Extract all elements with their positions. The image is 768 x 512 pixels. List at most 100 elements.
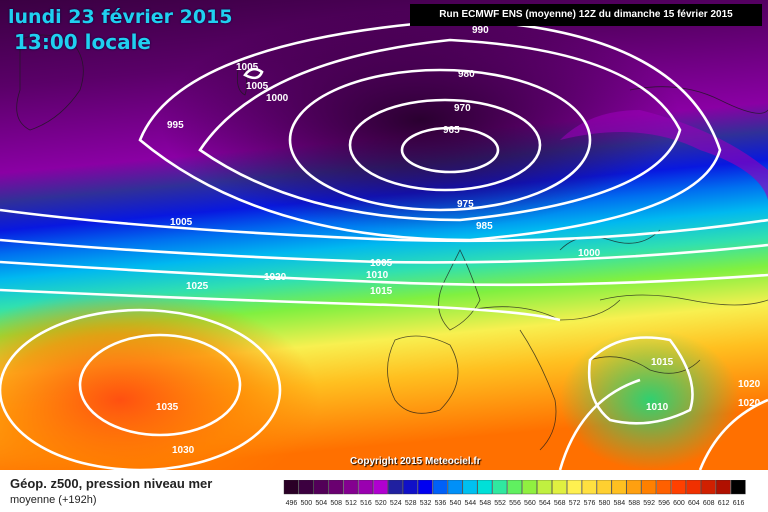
isobar-label: 1020 <box>264 272 287 283</box>
legend-swatch <box>328 480 344 495</box>
legend-swatch <box>507 480 523 495</box>
legend-tick-label: 608 <box>703 500 715 507</box>
legend-tick-label: 512 <box>345 500 357 507</box>
isobar-label: 985 <box>476 221 493 232</box>
legend-swatch <box>298 480 314 495</box>
isobar-label: 1010 <box>646 402 669 413</box>
legend-swatch <box>373 480 388 495</box>
isobar-label: 1005 <box>370 258 393 269</box>
legend-tick-label: 528 <box>405 500 417 507</box>
legend-tick-label: 552 <box>494 500 506 507</box>
legend-tick-label: 600 <box>673 500 685 507</box>
legend-tick-label: 508 <box>330 500 342 507</box>
legend-tick-label: 548 <box>479 500 491 507</box>
isobar-label: 1010 <box>366 270 389 281</box>
legend-tick-label: 616 <box>733 500 745 507</box>
legend-swatch <box>447 480 463 495</box>
legend-swatch <box>283 480 299 495</box>
isobar-label: 1015 <box>651 357 674 368</box>
legend-swatch <box>641 480 657 495</box>
legend-tick-label: 504 <box>315 500 327 507</box>
isobar-label: 1025 <box>186 281 209 292</box>
legend-tick-label: 568 <box>554 500 566 507</box>
isobars <box>0 18 768 470</box>
forecast-date: lundi 23 février 2015 <box>8 6 233 28</box>
legend-tick-label: 496 <box>286 500 298 507</box>
eastern-shading <box>560 330 740 470</box>
legend-swatch <box>730 480 746 495</box>
legend-tick-label: 576 <box>584 500 596 507</box>
low-pressure-core-shading <box>160 10 680 230</box>
legend-tick-label: 524 <box>390 500 402 507</box>
isobar-label: 975 <box>457 199 474 210</box>
map-footer: Géop. z500, pression niveau mer moyenne … <box>0 470 768 512</box>
isobar-label: 970 <box>454 103 471 114</box>
legend-tick-label: 556 <box>509 500 521 507</box>
legend-tick-label: 532 <box>420 500 432 507</box>
legend-tick-label: 520 <box>375 500 387 507</box>
legend-tick-label: 540 <box>450 500 462 507</box>
legend-tick-label: 584 <box>613 500 625 507</box>
legend-tick-label: 516 <box>360 500 372 507</box>
product-subtitle: moyenne (+192h) <box>10 494 97 506</box>
color-scale-legend: 496 500 504 508 512 516 520 524 528 532 536 540 544 5… <box>283 480 746 507</box>
legend-tick-label: 592 <box>643 500 655 507</box>
legend-swatch <box>313 480 329 495</box>
legend-tick-label: 560 <box>524 500 536 507</box>
legend-swatch <box>477 480 493 495</box>
legend-swatch <box>656 480 672 495</box>
isobar-label: 1015 <box>370 286 393 297</box>
coastlines <box>16 34 768 451</box>
legend-swatch <box>432 480 448 495</box>
isobar-label: 1020 <box>738 379 761 390</box>
legend-swatch <box>626 480 642 495</box>
pressure-map: 990 1005 1005 1000 980 970 965 995 975 9… <box>0 0 768 470</box>
legend-swatch <box>522 480 537 495</box>
legend-swatch <box>388 480 403 495</box>
legend-swatch <box>552 480 567 495</box>
legend-swatch <box>403 480 418 495</box>
legend-swatch <box>581 480 597 495</box>
isobar-label: 1005 <box>236 62 259 73</box>
legend-swatch <box>701 480 716 495</box>
legend-tick-label: 544 <box>464 500 476 507</box>
isobar-label: 1005 <box>170 217 193 228</box>
isobar-labels: 990 1005 1005 1000 980 970 965 995 975 9… <box>156 25 761 456</box>
legend-tick-label: 588 <box>628 500 640 507</box>
legend-tick-label: 596 <box>658 500 670 507</box>
isobar-label: 995 <box>167 120 184 131</box>
legend-tick-label: 536 <box>435 500 447 507</box>
legend-swatch <box>537 480 552 495</box>
legend-swatch <box>671 480 686 495</box>
isobar-label: 1020 <box>738 398 761 409</box>
legend-swatch <box>358 480 374 495</box>
isobar-label: 965 <box>443 125 460 136</box>
legend-tick-label: 564 <box>539 500 551 507</box>
copyright-text: Copyright 2015 Meteociel.fr <box>350 456 481 467</box>
model-run-banner: Run ECMWF ENS (moyenne) 12Z du dimanche … <box>410 4 762 26</box>
isobar-label: 990 <box>472 25 489 36</box>
forecast-time: 13:00 locale <box>14 30 151 54</box>
legend-swatch <box>417 480 433 495</box>
legend-swatch <box>462 480 478 495</box>
legend-swatch <box>596 480 612 495</box>
legend-tick-label: 580 <box>599 500 611 507</box>
isobar-label: 1030 <box>172 445 195 456</box>
isobar-label: 1000 <box>578 248 601 259</box>
legend-swatch <box>343 480 359 495</box>
isobar-label: 1035 <box>156 402 179 413</box>
legend-tick-label: 604 <box>688 500 700 507</box>
product-title: Géop. z500, pression niveau mer <box>10 476 213 491</box>
legend-swatch <box>686 480 701 495</box>
legend-tick-label: 612 <box>718 500 730 507</box>
legend-swatch <box>611 480 627 495</box>
isobar-label: 1005 <box>246 81 269 92</box>
legend-swatch <box>492 480 508 495</box>
legend-swatch <box>566 480 582 495</box>
isobar-label: 1000 <box>266 93 289 104</box>
legend-swatch <box>715 480 731 495</box>
legend-tick-label: 572 <box>569 500 581 507</box>
isobar-label: 980 <box>458 69 475 80</box>
magenta-trough-shading <box>560 110 768 200</box>
